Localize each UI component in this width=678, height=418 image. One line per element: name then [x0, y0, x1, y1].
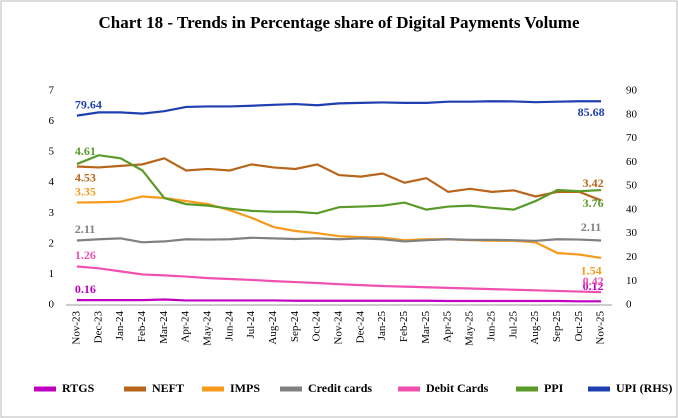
x-tick-label: Oct-24: [311, 311, 323, 342]
y2-tick-label: 70: [626, 132, 638, 144]
y-tick-label: 1: [49, 268, 55, 280]
x-tick-label: Oct-25: [573, 311, 585, 342]
legend-label: PPI: [544, 381, 564, 395]
y2-tick-label: 20: [626, 251, 638, 263]
y2-tick-label: 10: [626, 275, 638, 287]
x-tick-label: Apr-24: [180, 311, 192, 343]
series-line: [76, 100, 602, 117]
y2-tick-label: 60: [626, 156, 638, 168]
x-tick-label: Aug-24: [267, 311, 279, 345]
x-tick-label: May-25: [464, 311, 476, 346]
data-label: 1.54: [581, 264, 602, 278]
y-tick-label: 3: [49, 207, 55, 219]
data-label: 0.12: [583, 279, 604, 293]
y2-tick-label: 40: [626, 203, 638, 215]
y-tick-label: 2: [49, 237, 55, 249]
x-tick-label: Jul-24: [245, 311, 257, 339]
y2-tick-label: 30: [626, 227, 638, 239]
y-tick-label: 0: [49, 299, 55, 311]
x-tick-label: Feb-25: [398, 311, 410, 343]
y-tick-label: 5: [49, 146, 55, 158]
data-label: 2.11: [581, 220, 601, 234]
chart-title: Chart 18 - Trends in Percentage share of…: [98, 13, 579, 32]
y-tick-label: 7: [49, 85, 55, 97]
x-tick-label: Dec-23: [92, 311, 104, 344]
legend-label: UPI (RHS): [616, 381, 672, 395]
data-label: 3.42: [583, 176, 604, 190]
legend-label: IMPS: [230, 381, 260, 395]
series-line: [76, 157, 602, 202]
series-line: [76, 298, 602, 303]
y-tick-label: 4: [49, 176, 55, 188]
x-tick-label: Nov-24: [333, 311, 345, 345]
x-tick-label: Feb-24: [136, 311, 148, 343]
x-tick-label: May-24: [201, 311, 213, 346]
data-label: 2.11: [75, 222, 95, 236]
x-tick-label: Jan-25: [376, 311, 388, 341]
data-label: 0.42: [583, 274, 604, 288]
series-line: [76, 236, 602, 244]
data-label: 0.16: [75, 282, 96, 296]
series-line: [76, 154, 602, 215]
x-tick-label: Aug-25: [529, 311, 541, 345]
y2-tick-label: 0: [626, 299, 632, 311]
legend-label: Debit Cards: [426, 381, 489, 395]
y2-tick-label: 50: [626, 180, 638, 192]
y2-tick-label: 80: [626, 108, 638, 120]
data-label: 4.53: [75, 170, 96, 184]
x-tick-label: Dec-24: [354, 311, 366, 344]
data-label: 79.64: [75, 97, 102, 111]
legend-label: Credit cards: [308, 381, 372, 395]
data-label: 3.35: [75, 184, 96, 198]
x-tick-label: Nov-23: [70, 311, 82, 345]
legend-label: RTGS: [62, 381, 95, 395]
x-tick-label: Jun-24: [223, 311, 235, 341]
x-tick-label: Nov-25: [595, 311, 607, 345]
x-tick-label: Apr-25: [442, 311, 454, 343]
x-tick-label: Jun-25: [485, 311, 497, 341]
x-tick-label: Sep-24: [289, 311, 301, 343]
x-tick-label: Jan-24: [114, 311, 126, 341]
x-tick-label: Mar-24: [158, 311, 170, 344]
data-label: 3.76: [583, 196, 604, 210]
x-tick-label: Sep-25: [551, 311, 563, 343]
data-label: 85.68: [578, 105, 605, 119]
y2-tick-label: 90: [626, 85, 638, 97]
data-label: 4.61: [75, 144, 96, 158]
y-tick-label: 6: [49, 115, 55, 127]
data-label: 1.26: [75, 248, 96, 262]
legend-label: NEFT: [152, 381, 184, 395]
x-tick-label: Mar-25: [420, 311, 432, 344]
x-tick-label: Jul-25: [507, 311, 519, 339]
series-line: [76, 265, 602, 294]
